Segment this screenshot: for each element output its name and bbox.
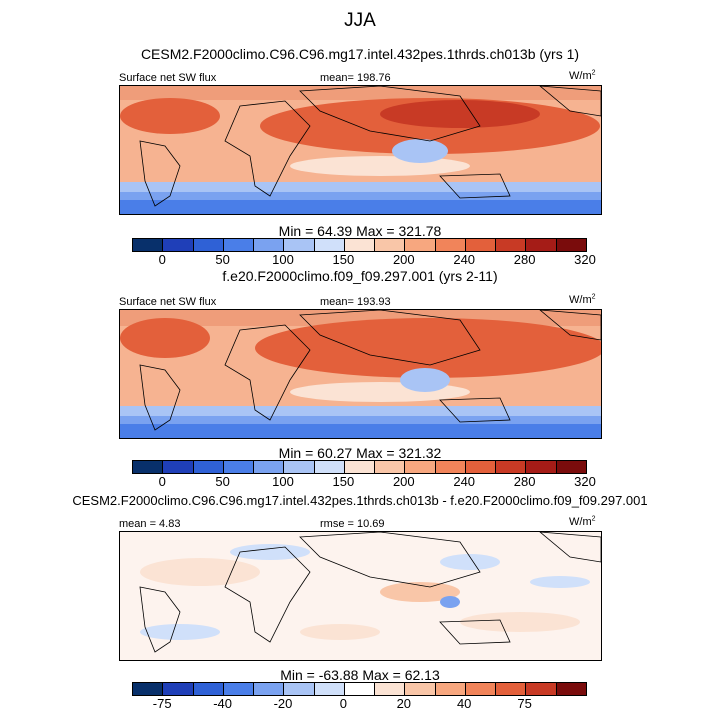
colorbar-segment	[223, 239, 255, 251]
colorbar-segment	[526, 461, 557, 473]
panel-3-mean-label: mean = 4.83	[119, 518, 181, 530]
panel-2-units: W/m2	[569, 293, 596, 306]
panel-2-variable-label: Surface net SW flux	[119, 296, 217, 308]
panel-3-stats: Min = -63.88 Max = 62.13	[280, 667, 440, 683]
colorbar-tick-label: 50	[215, 252, 230, 267]
panel-1-mean-label: mean= 198.76	[320, 72, 391, 84]
colorbar-segment	[405, 461, 436, 473]
colorbar-tick-label: 150	[332, 252, 355, 267]
colorbar-segment	[556, 683, 586, 695]
panel-2-map	[119, 309, 602, 439]
colorbar-segment	[163, 683, 194, 695]
panel-3-units: W/m2	[569, 515, 596, 528]
colorbar-segment	[133, 683, 164, 695]
colorbar-segment	[556, 239, 586, 251]
colorbar-segment	[526, 683, 557, 695]
colorbar-segment	[465, 683, 497, 695]
colorbar-tick-label: 100	[272, 474, 294, 489]
colorbar-segment	[254, 683, 285, 695]
colorbar-segment	[314, 461, 345, 473]
colorbar-tick-label: -20	[273, 696, 293, 711]
colorbar-segment	[223, 461, 255, 473]
panel-2-stats: Min = 60.27 Max = 321.32	[278, 445, 442, 461]
panel-3-rmse-label: rmse = 10.69	[320, 518, 385, 530]
colorbar-segment	[193, 239, 224, 251]
figure-title: JJA	[344, 10, 376, 31]
colorbar-tick-label: 320	[574, 474, 596, 489]
colorbar-segment	[405, 683, 436, 695]
colorbar-segment	[193, 461, 224, 473]
panel-1-colorbar	[132, 238, 587, 252]
colorbar-segment	[163, 239, 194, 251]
colorbar-tick-label: 0	[158, 474, 166, 489]
panel-1-map	[119, 85, 602, 215]
panel-3-colorbar	[132, 682, 587, 696]
panel-1-colorbar-ticks: 0 50 100 150 200 240 280 320	[0, 252, 720, 268]
colorbar-segment	[405, 239, 436, 251]
colorbar-tick-label: 0	[339, 696, 348, 711]
colorbar-tick-label: 40	[456, 696, 472, 711]
colorbar-tick-label: 280	[513, 474, 536, 489]
colorbar-segment	[344, 461, 376, 473]
panel-2-colorbar	[132, 460, 587, 474]
colorbar-tick-label: 240	[453, 252, 476, 267]
panel-1-units: W/m2	[569, 69, 596, 82]
panel-1-stats: Min = 64.39 Max = 321.78	[278, 223, 442, 239]
panel-3-colorbar-ticks: -75 -40 -20 0 20 40 75	[0, 696, 720, 712]
colorbar-segment	[465, 239, 497, 251]
colorbar-tick-label: 200	[392, 474, 415, 489]
colorbar-segment	[435, 239, 466, 251]
colorbar-tick-label: 280	[513, 252, 536, 267]
colorbar-segment	[284, 683, 315, 695]
colorbar-tick-label: 150	[332, 474, 355, 489]
colorbar-segment	[375, 683, 406, 695]
colorbar-segment	[435, 461, 466, 473]
colorbar-tick-label: 100	[272, 252, 294, 267]
colorbar-tick-label: -75	[152, 696, 172, 711]
colorbar-tick-label: 50	[215, 474, 230, 489]
colorbar-segment	[133, 239, 164, 251]
colorbar-segment	[284, 461, 315, 473]
colorbar-segment	[375, 239, 406, 251]
colorbar-segment	[435, 683, 466, 695]
colorbar-segment	[496, 683, 527, 695]
colorbar-segment	[465, 461, 497, 473]
colorbar-segment	[556, 461, 586, 473]
colorbar-tick-label: 20	[396, 696, 412, 711]
colorbar-segment	[254, 461, 285, 473]
colorbar-segment	[193, 683, 224, 695]
colorbar-segment	[223, 683, 255, 695]
panel-1-case-title: CESM2.F2000climo.C96.C96.mg17.intel.432p…	[140, 46, 580, 62]
colorbar-segment	[526, 239, 557, 251]
panel-3-map	[119, 531, 602, 661]
colorbar-segment	[344, 683, 376, 695]
colorbar-segment	[375, 461, 406, 473]
colorbar-segment	[496, 239, 527, 251]
colorbar-segment	[254, 239, 285, 251]
colorbar-segment	[314, 683, 345, 695]
colorbar-tick-label: 0	[158, 252, 166, 267]
colorbar-tick-label: 320	[574, 252, 596, 267]
colorbar-segment	[344, 239, 376, 251]
colorbar-tick-label: -40	[213, 696, 232, 711]
colorbar-segment	[163, 461, 194, 473]
colorbar-tick-label: 75	[517, 696, 532, 711]
colorbar-segment	[496, 461, 527, 473]
colorbar-segment	[314, 239, 345, 251]
panel-2-mean-label: mean= 193.93	[320, 296, 391, 308]
colorbar-segment	[284, 239, 315, 251]
panel-3-case-title: CESM2.F2000climo.C96.C96.mg17.intel.432p…	[72, 493, 648, 508]
colorbar-tick-label: 240	[453, 474, 476, 489]
panel-2-colorbar-ticks: 0 50 100 150 200 240 280 320	[0, 474, 720, 490]
colorbar-tick-label: 200	[392, 252, 415, 267]
colorbar-segment	[133, 461, 164, 473]
panel-2-case-title: f.e20.F2000climo.f09_f09.297.001 (yrs 2-…	[222, 268, 498, 284]
panel-1-variable-label: Surface net SW flux	[119, 72, 217, 84]
